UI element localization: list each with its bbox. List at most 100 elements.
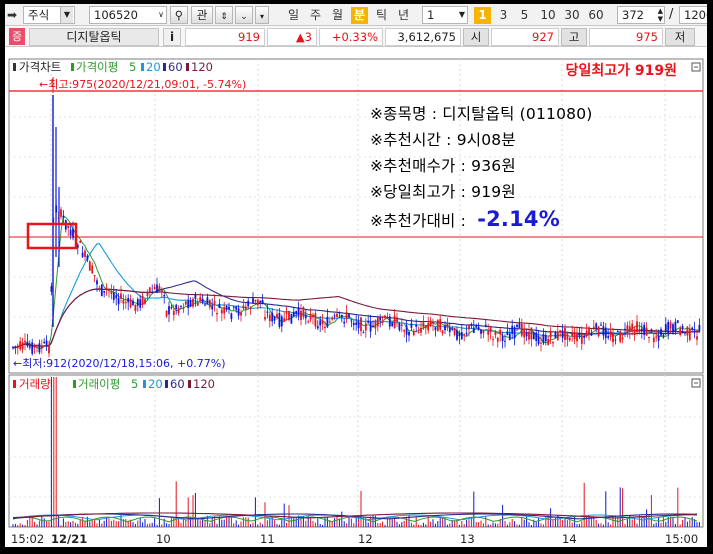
candle-body bbox=[487, 331, 490, 335]
sort-toggle-button[interactable]: ⇕ bbox=[215, 6, 233, 24]
candle-body bbox=[67, 225, 70, 229]
candle-body bbox=[31, 342, 34, 354]
search-button[interactable]: ⚲ bbox=[170, 6, 188, 24]
candle-body bbox=[640, 328, 643, 332]
chevron-down-icon: ▾ bbox=[259, 12, 264, 21]
total-count-input[interactable]: 1200 bbox=[679, 6, 707, 24]
min-price-note: ←최저:912(2020/12/18,15:06, +0.77%) bbox=[13, 357, 226, 370]
candle-body bbox=[297, 307, 300, 315]
candle-body bbox=[691, 327, 694, 330]
price-panel-collapse-icon[interactable] bbox=[691, 62, 701, 72]
candle-body bbox=[321, 320, 324, 325]
period-year[interactable]: 년 bbox=[397, 8, 410, 22]
period-tick[interactable]: 틱 bbox=[375, 8, 388, 22]
market-select[interactable]: 주식 ▼ bbox=[23, 6, 75, 24]
candle-body bbox=[664, 324, 667, 332]
candle-body bbox=[261, 300, 264, 304]
period-day[interactable]: 일 bbox=[287, 8, 300, 22]
candle-body bbox=[124, 302, 127, 304]
volume-ma-lines bbox=[12, 512, 698, 523]
candle-body bbox=[456, 330, 458, 340]
minute-1-button[interactable]: 1 bbox=[474, 7, 491, 24]
candle-body bbox=[669, 322, 672, 329]
candle-body bbox=[688, 328, 691, 341]
candle-body bbox=[280, 316, 283, 327]
candle-body bbox=[427, 323, 430, 331]
candle-body bbox=[172, 310, 175, 316]
minute-10-button[interactable]: 10 bbox=[540, 8, 556, 22]
candle-body bbox=[554, 331, 557, 338]
candle-body bbox=[475, 325, 478, 328]
x-label-11: 11 bbox=[260, 532, 275, 546]
candle-body bbox=[460, 332, 463, 340]
candle-body bbox=[568, 337, 571, 341]
interval-select[interactable]: 1 ▼ bbox=[422, 6, 468, 24]
candle-body bbox=[597, 326, 600, 337]
candle-body bbox=[384, 315, 386, 319]
candle-body bbox=[98, 287, 101, 289]
total-count-value: 1200 bbox=[684, 8, 707, 22]
candle-body bbox=[417, 332, 420, 334]
candle-body bbox=[33, 344, 36, 348]
period-month[interactable]: 월 bbox=[331, 8, 344, 22]
count-stepper[interactable]: 372 ▲ ▼ bbox=[617, 6, 665, 24]
candle-body bbox=[312, 315, 314, 318]
candle-body bbox=[458, 332, 461, 337]
chart-area[interactable]: 가격차트 가격이평 5 20 60 120 당일최고가 919원 ←최고:975… bbox=[5, 57, 707, 547]
minute-60-button[interactable]: 60 bbox=[588, 8, 604, 22]
nav-down-button[interactable]: ⌄ bbox=[235, 6, 253, 24]
candle-body bbox=[213, 301, 216, 304]
candle-body bbox=[369, 321, 372, 332]
candle-body bbox=[525, 332, 528, 337]
chevron-down-icon: ⌄ bbox=[240, 12, 248, 22]
candle-body bbox=[199, 296, 202, 302]
link-arrow-icon[interactable]: ➡ bbox=[7, 8, 18, 22]
candle-body bbox=[588, 327, 590, 335]
candle-body bbox=[391, 322, 394, 327]
interval-value: 1 bbox=[427, 8, 435, 22]
candle-body bbox=[350, 320, 353, 322]
candle-body bbox=[93, 275, 96, 277]
candle-body bbox=[278, 313, 281, 327]
period-week[interactable]: 주 bbox=[309, 8, 322, 22]
minute-5-button[interactable]: 5 bbox=[520, 8, 529, 22]
stock-code-input[interactable]: 106520 ∨ bbox=[89, 6, 167, 24]
candle-body bbox=[307, 321, 310, 323]
candle-body bbox=[422, 322, 425, 328]
minute-3-button[interactable]: 3 bbox=[499, 8, 508, 22]
candle-body bbox=[36, 344, 38, 346]
price-legend-ma20: 20 bbox=[146, 60, 161, 74]
chevron-down-icon: ▼ bbox=[60, 7, 73, 23]
legend-ma60-marker bbox=[163, 63, 166, 71]
candle-body bbox=[348, 314, 350, 318]
volume-ma120-line bbox=[12, 512, 698, 519]
candle-body bbox=[400, 324, 403, 326]
candle-body bbox=[511, 325, 514, 334]
candle-body bbox=[547, 338, 550, 345]
legend-ma120-marker bbox=[188, 380, 191, 388]
candle-body bbox=[184, 301, 187, 305]
candle-body bbox=[408, 331, 410, 336]
candle-body bbox=[415, 324, 418, 327]
gwan-button[interactable]: 관 bbox=[191, 6, 213, 24]
candle-body bbox=[201, 298, 204, 303]
open-price: 927 bbox=[491, 28, 559, 46]
period-minute[interactable]: 분 bbox=[351, 7, 368, 24]
candle-body bbox=[216, 312, 218, 315]
price-change: ▲3 bbox=[267, 28, 317, 46]
x-label-12: 12 bbox=[358, 532, 373, 546]
minute-30-button[interactable]: 30 bbox=[564, 8, 580, 22]
volume-panel-collapse-icon[interactable] bbox=[691, 378, 701, 388]
candle-body bbox=[300, 310, 302, 321]
candle-body bbox=[132, 300, 134, 306]
candle-body bbox=[309, 314, 312, 320]
candle-body bbox=[100, 284, 103, 296]
candle-body bbox=[439, 319, 442, 330]
price-volume-chart[interactable]: 가격차트 가격이평 5 20 60 120 당일최고가 919원 ←최고:975… bbox=[5, 57, 707, 547]
nav-more-button[interactable]: ▾ bbox=[255, 6, 269, 24]
count-value: 372 bbox=[622, 8, 644, 22]
info-button[interactable]: i bbox=[163, 28, 181, 46]
candle-body bbox=[477, 326, 480, 330]
max-price-note: ←최고:975(2020/12/21,09:01, -5.74%) bbox=[39, 78, 246, 91]
x-label-10: 10 bbox=[156, 532, 171, 546]
